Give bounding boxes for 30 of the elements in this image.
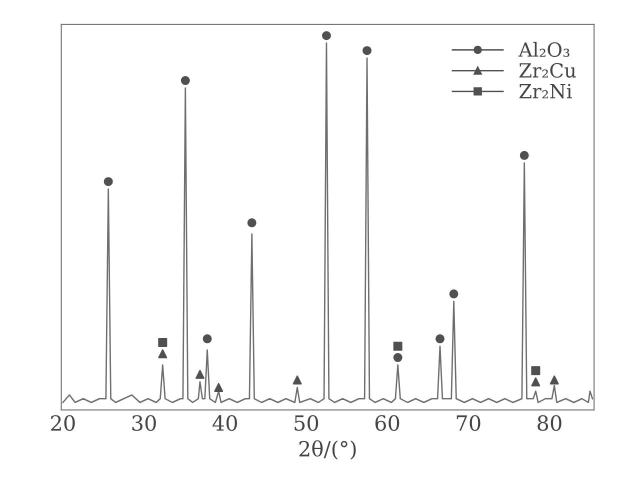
x-tick-label: 40 [212, 415, 237, 431]
point [158, 349, 168, 358]
point [104, 177, 113, 186]
point [449, 289, 458, 298]
point [520, 150, 529, 160]
x-tick-label: 20 [51, 415, 75, 431]
point [362, 46, 372, 56]
point [214, 382, 224, 392]
point [292, 375, 302, 384]
point [393, 353, 402, 362]
point [247, 218, 256, 228]
x-axis-title: 2θ/(°) [299, 440, 356, 460]
legend-label: Al₂O₃ [518, 42, 570, 57]
point [436, 334, 445, 344]
point [531, 377, 540, 386]
point [195, 370, 204, 379]
point [158, 338, 168, 348]
x-tick-label: 50 [294, 415, 318, 431]
x-tick-label: 80 [538, 415, 562, 431]
point [322, 31, 331, 40]
point [531, 366, 540, 376]
point [550, 375, 559, 384]
legend-label: Zr₂Cu [519, 63, 576, 78]
legend-label: Zr₂Ni [519, 84, 572, 98]
x-tick-label: 70 [456, 415, 480, 431]
x-tick-label: 30 [132, 415, 156, 431]
x-tick-label: 60 [375, 415, 400, 431]
point [393, 342, 402, 351]
point [180, 76, 190, 86]
point [202, 334, 212, 344]
